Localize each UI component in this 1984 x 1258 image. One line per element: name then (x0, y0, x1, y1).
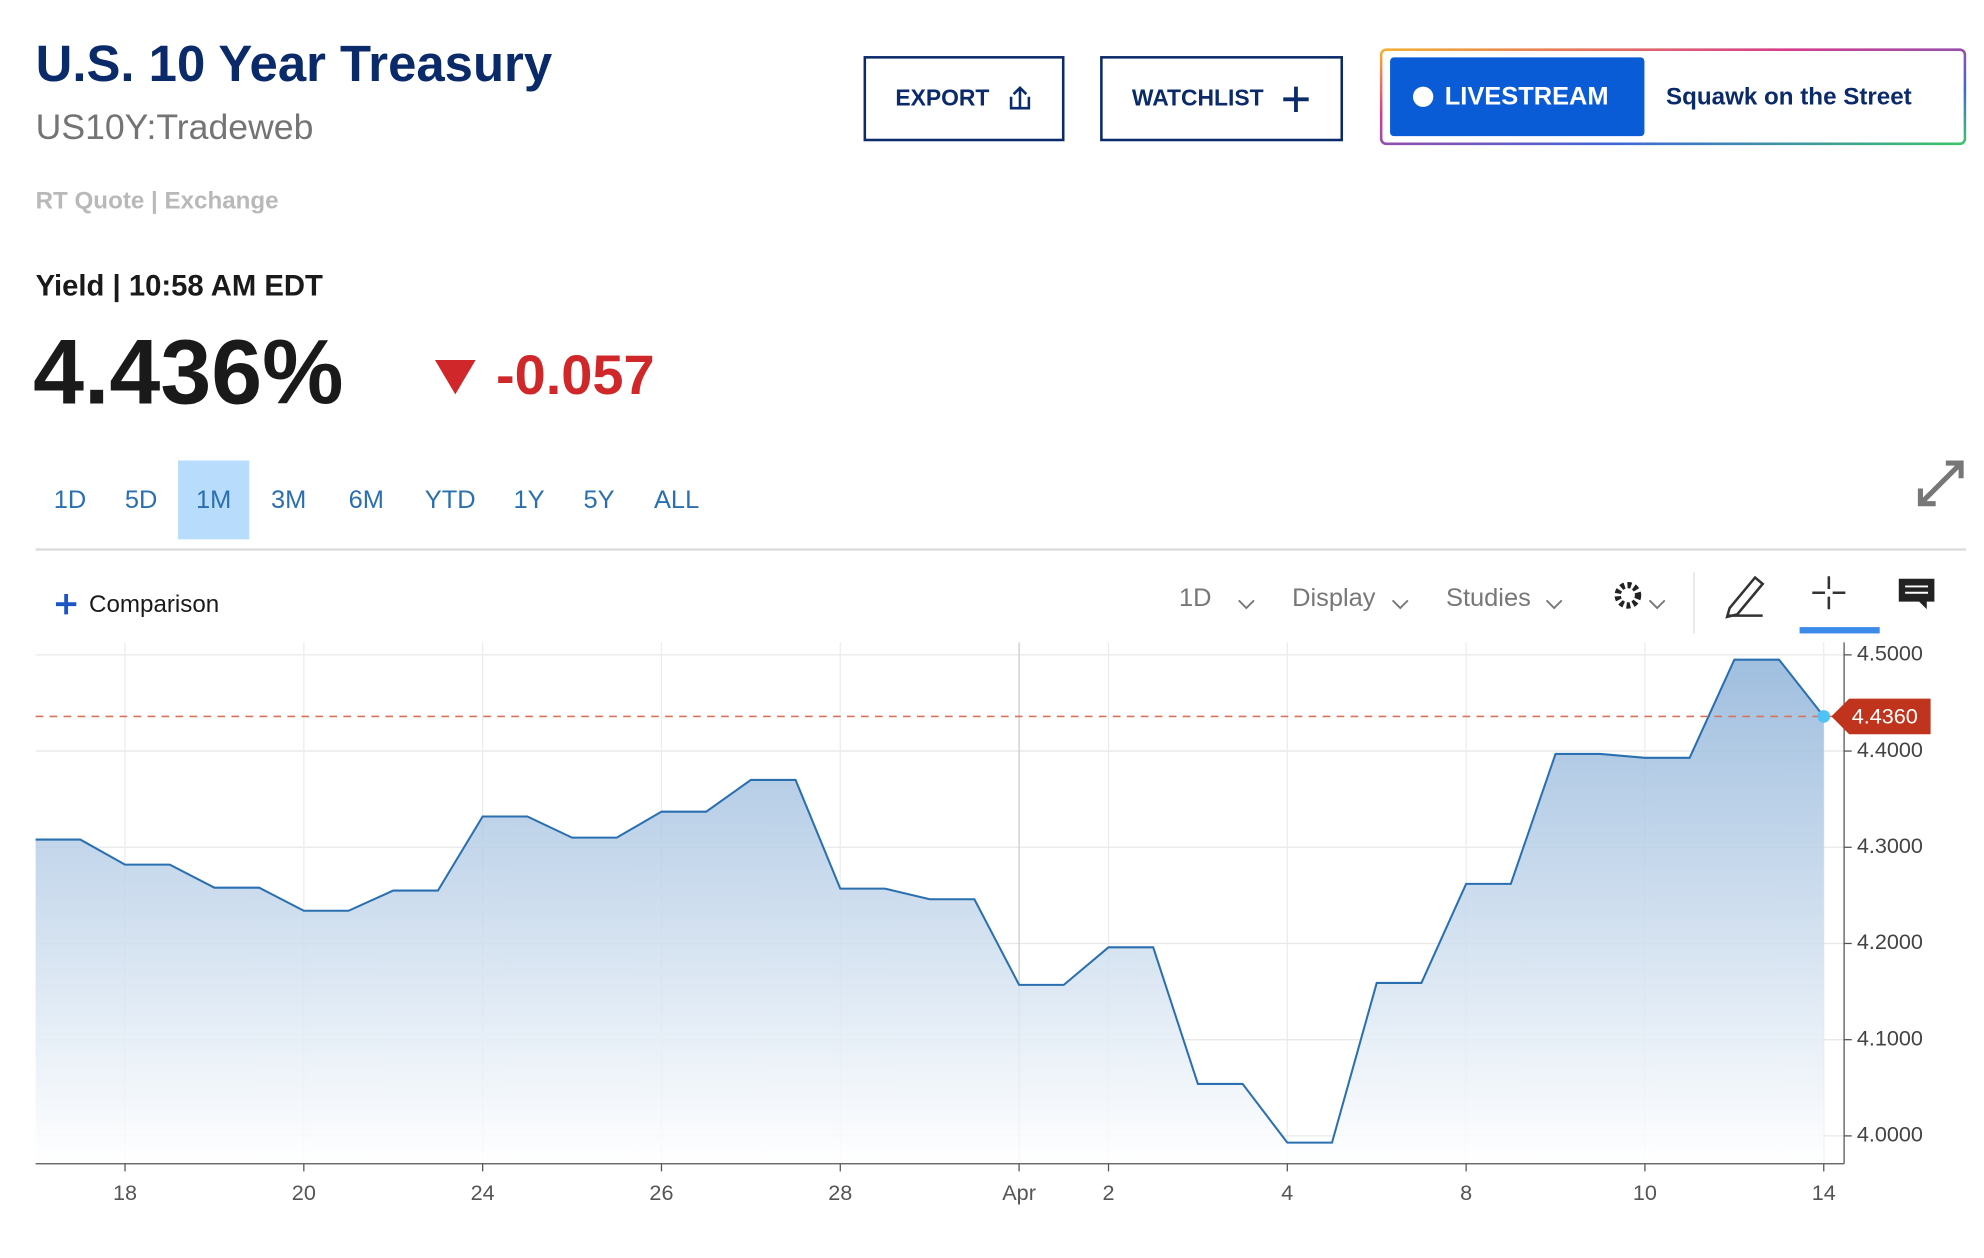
export-label[interactable]: EXPORT (895, 84, 989, 110)
crosshair-icon[interactable] (1812, 576, 1846, 610)
area (35, 659, 1824, 1164)
range-tab[interactable]: 1M (196, 486, 231, 514)
x-tick-label: 28 (828, 1180, 852, 1205)
range-tab[interactable]: YTD (425, 486, 476, 514)
x-tick-label: 10 (1633, 1180, 1657, 1205)
line (35, 658, 1825, 1144)
yield-label: Yield | 10:58 AM EDT (36, 270, 323, 302)
range-tab[interactable]: 1Y (514, 486, 545, 514)
y-tick-label: 4.2000 (1857, 929, 1923, 954)
export-icon (1009, 86, 1031, 110)
display[interactable]: Display (1292, 584, 1376, 612)
y-tick-label: 4.3000 (1857, 833, 1923, 858)
change: -0.057 (496, 343, 655, 406)
crosshair-active (1799, 627, 1880, 634)
active-tab[interactable] (178, 460, 250, 540)
studies[interactable]: Studies (1446, 584, 1531, 612)
down-arrow (434, 360, 476, 395)
chevron (1391, 599, 1409, 610)
x-tick-label: 20 (292, 1180, 316, 1205)
chevron (1238, 599, 1255, 610)
range-tab[interactable]: ALL (654, 486, 699, 514)
x-tick-label: 2 (1102, 1180, 1114, 1205)
comparison-plus[interactable] (55, 594, 77, 615)
livestream-label[interactable]: LIVESTREAM (1445, 83, 1609, 111)
show-name[interactable]: Squawk on the Street (1666, 83, 1912, 110)
x-tick-label: 26 (649, 1180, 673, 1205)
x-tick-label: 8 (1460, 1180, 1472, 1205)
x-tick-label: 18 (113, 1180, 137, 1205)
x-tick-label: 4 (1281, 1180, 1293, 1205)
plus-icon (1283, 86, 1309, 113)
price-tag (1831, 698, 1931, 735)
range-tab[interactable]: 3M (271, 486, 306, 514)
range-tabs: 1D 5D 1M 3M 6M YTD 1Y 5Y ALL (54, 460, 699, 540)
last-point (1817, 710, 1831, 723)
livestream[interactable]: LIVESTREAM Squawk on the Street (1379, 48, 1967, 146)
range-tab[interactable]: 5Y (583, 486, 614, 514)
y-tick-label: 4.4000 (1857, 737, 1923, 762)
x-tick-label: 14 (1812, 1180, 1836, 1205)
watchlist-button[interactable]: WATCHLIST (1100, 56, 1344, 142)
y-tick-label: 4.1000 (1857, 1025, 1923, 1050)
chevron (1648, 599, 1666, 610)
expand-icon[interactable] (1917, 460, 1964, 507)
settings-icon[interactable] (1614, 581, 1642, 609)
symbol: US10Y:Tradeweb (36, 107, 314, 147)
range-tab[interactable]: 6M (349, 486, 384, 514)
comment-lines (1905, 585, 1929, 594)
watchlist-label[interactable]: WATCHLIST (1132, 84, 1264, 110)
interval[interactable]: 1D (1179, 584, 1212, 612)
comment-icon[interactable] (1898, 578, 1935, 610)
export-button[interactable]: EXPORT (863, 56, 1065, 142)
price: 4.436% (33, 321, 343, 423)
range-tab[interactable]: 1D (54, 486, 87, 514)
draw-icon[interactable] (1725, 575, 1765, 619)
x-tick-label: Apr (1002, 1180, 1036, 1205)
chart: 4.0000 4.1000 4.2000 4.3000 4.4000 4.5000 18 20… (35, 641, 1931, 1205)
y-tick-label: 4.0000 (1857, 1122, 1923, 1147)
x-tick-label: 24 (471, 1180, 495, 1205)
price-tag-label: 4.4360 (1852, 703, 1918, 728)
livestream-button[interactable] (1390, 57, 1645, 137)
live-dot (1412, 86, 1434, 107)
y-tick-label: 4.5000 (1857, 641, 1923, 666)
comparison[interactable]: Comparison (89, 591, 219, 618)
range-tab[interactable]: 5D (125, 486, 157, 514)
quote-source: RT Quote | Exchange (36, 188, 279, 215)
title: U.S. 10 Year Treasury (36, 35, 553, 92)
chevron (1545, 599, 1563, 610)
